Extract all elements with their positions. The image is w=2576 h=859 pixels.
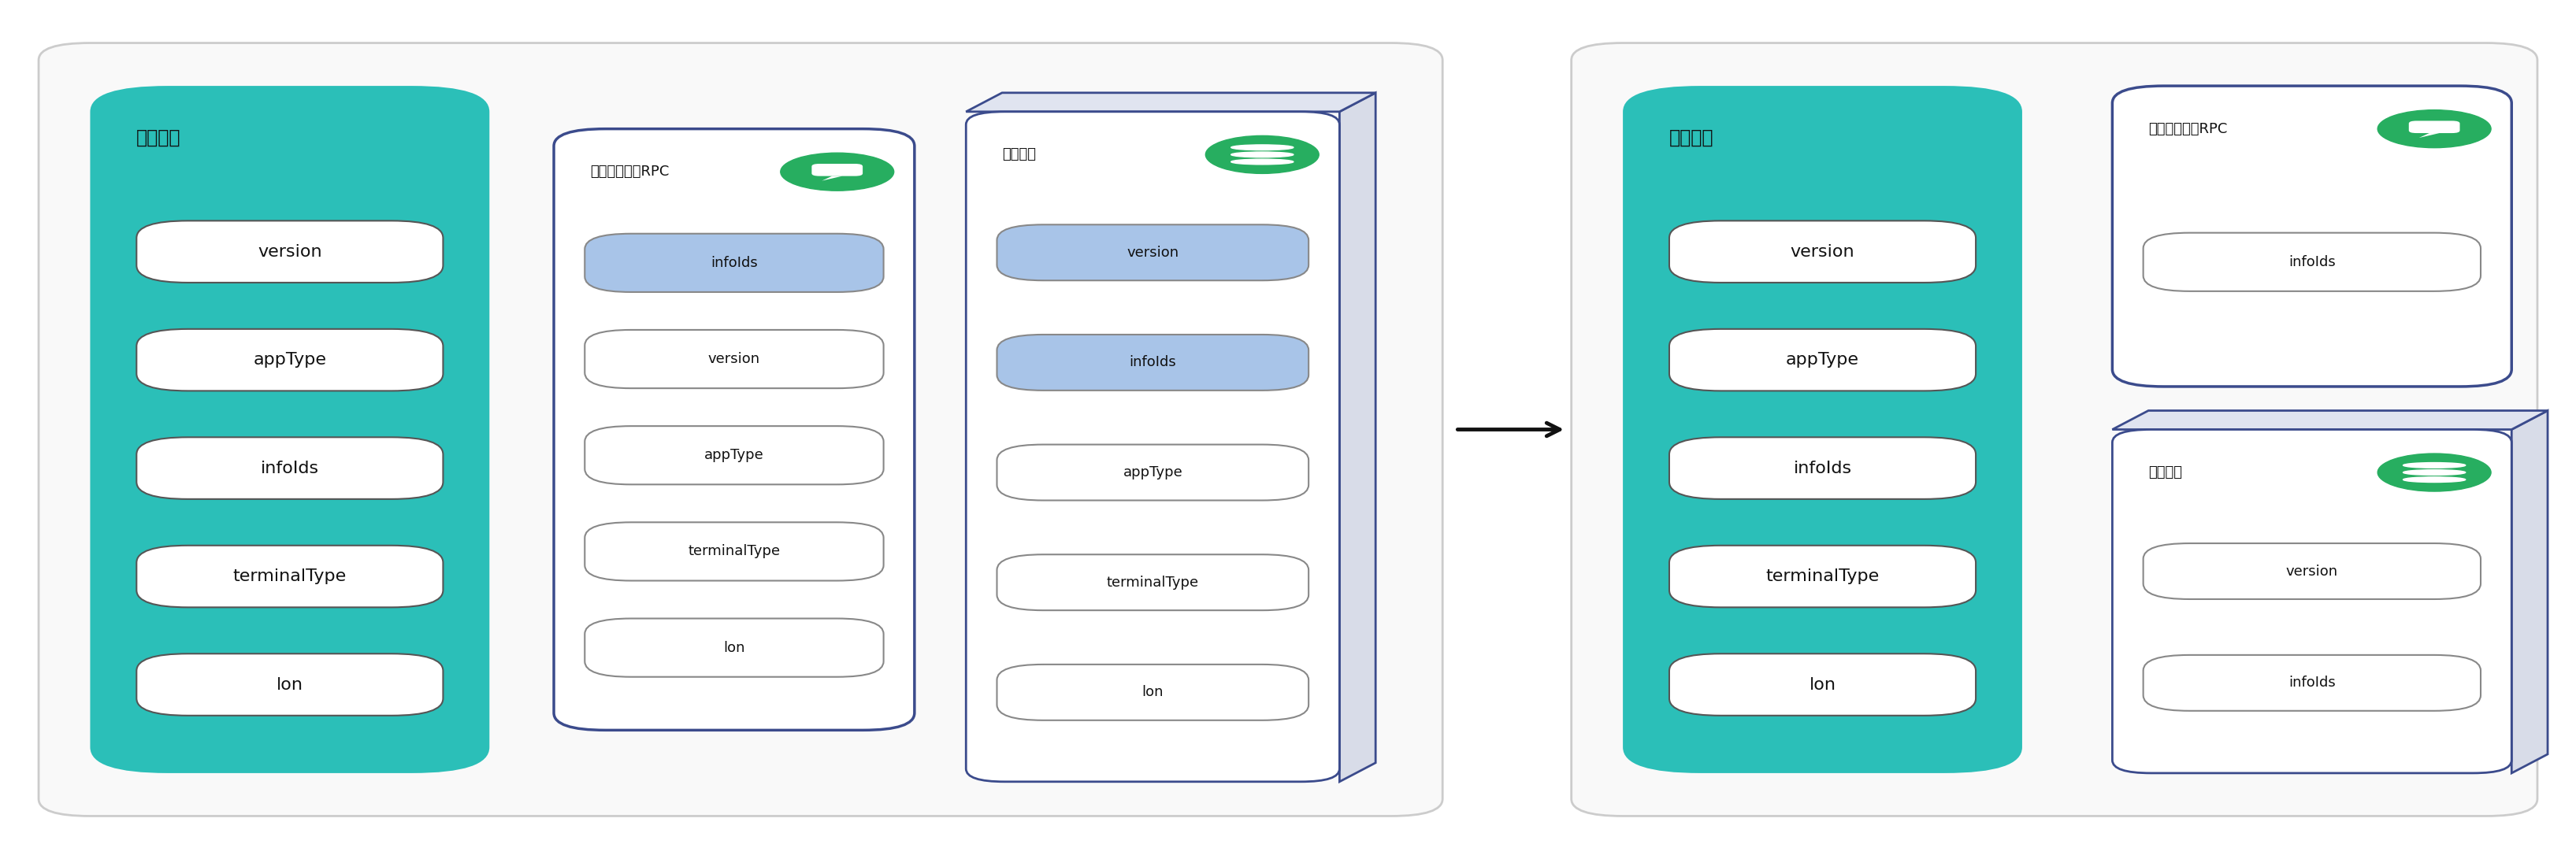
FancyBboxPatch shape [1669, 437, 1976, 499]
Circle shape [781, 153, 894, 191]
FancyBboxPatch shape [137, 221, 443, 283]
FancyBboxPatch shape [2143, 655, 2481, 711]
Ellipse shape [1231, 145, 1293, 150]
Text: 标题渲染: 标题渲染 [1002, 148, 1036, 161]
FancyBboxPatch shape [1669, 329, 1976, 391]
Text: terminalType: terminalType [1108, 576, 1198, 589]
FancyBboxPatch shape [1669, 654, 1976, 716]
Text: lon: lon [1808, 677, 1837, 692]
Polygon shape [2512, 411, 2548, 773]
Ellipse shape [2403, 463, 2465, 468]
FancyBboxPatch shape [39, 43, 1443, 816]
Text: infoIds: infoIds [260, 460, 319, 476]
Text: 商品基础信息RPC: 商品基础信息RPC [590, 165, 670, 179]
FancyBboxPatch shape [811, 164, 863, 176]
Polygon shape [2419, 133, 2439, 137]
FancyBboxPatch shape [1571, 43, 2537, 816]
FancyBboxPatch shape [90, 86, 489, 773]
Text: infoIds: infoIds [2287, 676, 2336, 690]
Text: appType: appType [1123, 466, 1182, 479]
FancyBboxPatch shape [137, 545, 443, 607]
FancyBboxPatch shape [585, 522, 884, 581]
FancyBboxPatch shape [137, 654, 443, 716]
FancyBboxPatch shape [585, 330, 884, 388]
FancyBboxPatch shape [137, 437, 443, 499]
Text: infoIds: infoIds [2287, 255, 2336, 269]
FancyBboxPatch shape [2409, 121, 2460, 133]
Text: infoIds: infoIds [1793, 460, 1852, 476]
Text: infoIds: infoIds [711, 256, 757, 270]
FancyBboxPatch shape [997, 335, 1309, 390]
Text: appType: appType [703, 448, 765, 462]
Text: terminalType: terminalType [232, 569, 348, 584]
FancyBboxPatch shape [997, 555, 1309, 611]
Ellipse shape [1231, 159, 1293, 164]
Text: lon: lon [724, 641, 744, 655]
Text: 请求参数: 请求参数 [1669, 128, 1713, 147]
Text: version: version [1790, 244, 1855, 259]
Polygon shape [966, 93, 1376, 112]
Polygon shape [822, 176, 842, 180]
Text: version: version [1126, 246, 1180, 259]
FancyBboxPatch shape [585, 426, 884, 484]
FancyBboxPatch shape [2112, 430, 2512, 773]
FancyBboxPatch shape [997, 445, 1309, 500]
FancyBboxPatch shape [585, 618, 884, 677]
FancyBboxPatch shape [554, 129, 914, 730]
Text: 请求参数: 请求参数 [137, 128, 180, 147]
FancyBboxPatch shape [2112, 86, 2512, 387]
FancyBboxPatch shape [1623, 86, 2022, 773]
Polygon shape [2112, 411, 2548, 430]
Text: 商品基础信息RPC: 商品基础信息RPC [2148, 122, 2228, 136]
Circle shape [2378, 454, 2491, 491]
FancyBboxPatch shape [137, 329, 443, 391]
FancyBboxPatch shape [997, 225, 1309, 281]
Text: terminalType: terminalType [688, 545, 781, 558]
FancyBboxPatch shape [1669, 221, 1976, 283]
Text: 标题渲染: 标题渲染 [2148, 466, 2182, 479]
Text: appType: appType [252, 352, 327, 368]
Text: lon: lon [1141, 685, 1164, 699]
Circle shape [1206, 136, 1319, 174]
Polygon shape [1340, 93, 1376, 782]
Text: version: version [258, 244, 322, 259]
Text: appType: appType [1785, 352, 1860, 368]
Text: infoIds: infoIds [1128, 356, 1177, 369]
FancyBboxPatch shape [2143, 233, 2481, 291]
Circle shape [2378, 110, 2491, 148]
Text: terminalType: terminalType [1765, 569, 1880, 584]
FancyBboxPatch shape [2143, 544, 2481, 600]
FancyBboxPatch shape [966, 112, 1340, 782]
Text: lon: lon [276, 677, 304, 692]
FancyBboxPatch shape [585, 234, 884, 292]
Ellipse shape [2403, 470, 2465, 475]
Text: version: version [708, 352, 760, 366]
Ellipse shape [1231, 152, 1293, 157]
FancyBboxPatch shape [997, 665, 1309, 720]
Text: version: version [2285, 564, 2339, 578]
Ellipse shape [2403, 477, 2465, 482]
FancyBboxPatch shape [1669, 545, 1976, 607]
